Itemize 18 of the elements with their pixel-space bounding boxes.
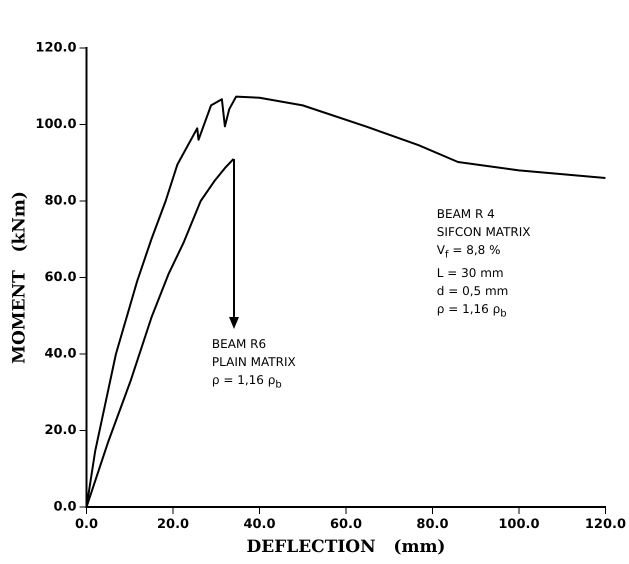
- x-tick-label: 100.0: [498, 517, 540, 532]
- y-tick-label: 40.0: [44, 346, 77, 362]
- y-tick-label: 0.0: [53, 499, 77, 514]
- x-tick-label: 60.0: [330, 517, 362, 532]
- x-tick-label: 20.0: [156, 517, 190, 532]
- y-tick-label: 60.0: [44, 270, 77, 285]
- x-axis-title: DEFLECTION (mm): [246, 537, 446, 558]
- annotation: BEAM R6 PLAIN MATRIX ρ = 1,16 ρ$_{b}$: [212, 336, 296, 392]
- x-tick-label: 120.0: [584, 517, 626, 532]
- y-tick-label: 80.0: [44, 193, 77, 208]
- x-tick-label: 40.0: [243, 517, 276, 532]
- y-tick-label: 20.0: [44, 422, 77, 438]
- text: BEAM R 4 SIFCON MATRIX V$_{f}$ = 8,8 % L = 30 mm d = 0,5 mm ρ = 1,16 ρ$_{b}$: [436, 206, 531, 320]
- x-tick-label: 80.0: [416, 517, 449, 532]
- y-tick-label: 120.0: [35, 40, 77, 56]
- y-tick-label: 100.0: [35, 116, 77, 132]
- x-tick-label: 0.0: [75, 517, 98, 532]
- y-axis-title: MOMENT (kNm): [10, 191, 30, 364]
